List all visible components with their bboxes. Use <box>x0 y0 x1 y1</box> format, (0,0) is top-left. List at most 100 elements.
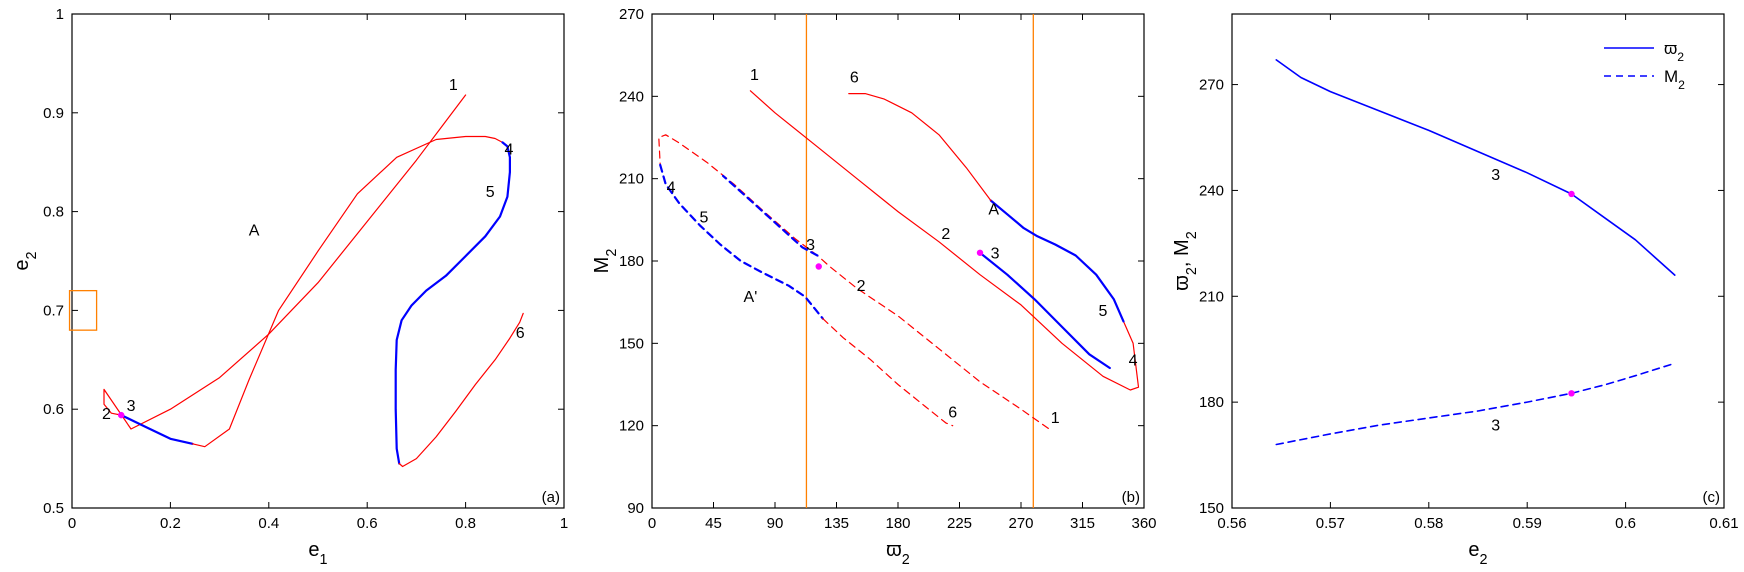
plot-frame <box>651 13 1145 509</box>
x-tick-label: 360 <box>1131 515 1156 532</box>
x-tick-label: 0.61 <box>1709 515 1738 532</box>
series-line-4 <box>658 134 1049 429</box>
y-tick-label: 0.8 <box>43 204 64 221</box>
curve-annotation: 6 <box>850 70 859 87</box>
curve-annotation: 4 <box>504 141 513 158</box>
x-tick-label: 90 <box>767 515 784 532</box>
curve-annotation: 1 <box>750 67 759 84</box>
y-tick-label: 1 <box>56 6 64 23</box>
curve-annotation: 1 <box>449 77 458 94</box>
curve-annotation: 2 <box>102 406 111 423</box>
x-tick-label: 0.56 <box>1217 515 1246 532</box>
series-line-3 <box>394 141 511 465</box>
y-tick-label: 0.5 <box>43 500 64 517</box>
point-marker <box>976 249 984 256</box>
x-tick-label: 315 <box>1070 515 1095 532</box>
y-tick-label: 210 <box>619 171 644 188</box>
curve-annotation: 2 <box>857 278 866 295</box>
series-line-6 <box>822 318 954 427</box>
y-tick-label: 210 <box>1199 288 1224 305</box>
point-marker <box>118 411 125 419</box>
y-tick-label: 0.9 <box>43 105 64 122</box>
x-tick-label: 0.8 <box>455 515 476 532</box>
x-axis-title: ϖ2 <box>886 539 910 568</box>
series-line-0 <box>103 94 467 430</box>
y-tick-label: 90 <box>627 500 644 517</box>
series-line-7 <box>722 174 819 257</box>
x-tick-label: 0 <box>68 515 76 532</box>
plot-frame <box>71 13 565 509</box>
y-tick-label: 240 <box>619 88 644 105</box>
series-line-0 <box>749 90 1140 391</box>
highlight-box <box>68 289 98 331</box>
curve-annotation: 5 <box>699 210 708 227</box>
curve-annotation: 5 <box>1099 303 1108 320</box>
curve-annotation: 3 <box>1491 167 1500 184</box>
series-line-1 <box>989 199 1125 323</box>
x-tick-label: 45 <box>705 515 722 532</box>
panel-tag-c: (c) <box>1703 489 1721 506</box>
curve-annotation: 3 <box>127 398 136 415</box>
y-tick-label: 270 <box>619 6 644 23</box>
x-tick-label: 270 <box>1008 515 1033 532</box>
curve-annotation: 3 <box>1491 417 1500 434</box>
plot-data <box>103 94 524 468</box>
x-tick-label: 135 <box>824 515 849 532</box>
x-tick-label: 0.4 <box>258 515 279 532</box>
x-tick-label: 0.2 <box>160 515 181 532</box>
legend-label: ϖ2 <box>1664 39 1684 64</box>
chart-panel-b: 0 45 90 135 180 225 270 315 36090120150180210240… <box>591 6 1157 568</box>
y-tick-label: 270 <box>1199 77 1224 94</box>
curve-annotation: 1 <box>1051 410 1060 427</box>
y-tick-label: 0.7 <box>43 302 64 319</box>
series-line-1 <box>1275 362 1676 446</box>
x-axis-title: e1 <box>308 539 327 568</box>
point-marker <box>1568 190 1575 198</box>
curve-annotation: 5 <box>486 184 495 201</box>
x-tick-label: 180 <box>885 515 910 532</box>
x-axis-title: e2 <box>1468 539 1487 568</box>
curve-annotation: 4 <box>1129 352 1138 369</box>
y-tick-label: 120 <box>619 418 644 435</box>
curve-annotation: 4 <box>667 179 676 196</box>
chart-panel-c: 0.56 0.57 0.58 0.59 0.6 0.61 150 180 210 240 270 e2… <box>1171 13 1739 568</box>
chart-panel-a: 0 0.2 0.4 0.6 0.8 1 0.5 0.6 0.7 0.8 0.9 1 e1 e2 1 A 4 5 6 2… <box>11 6 568 568</box>
plot-data <box>658 14 1140 508</box>
curve-annotation: A <box>249 222 260 239</box>
series-line-0 <box>1275 59 1676 276</box>
series-line-2 <box>191 135 504 448</box>
legend-label: M2 <box>1664 67 1685 92</box>
y-axis-title: M2 <box>591 249 620 274</box>
series-line-5 <box>659 163 824 320</box>
curve-annotation: 6 <box>948 404 957 421</box>
x-tick-label: 0.59 <box>1513 515 1542 532</box>
x-tick-label: 0 <box>648 515 656 532</box>
y-tick-label: 180 <box>1199 394 1224 411</box>
x-tick-label: 0.57 <box>1316 515 1345 532</box>
panel-tag-b: (b) <box>1122 489 1140 506</box>
y-tick-label: 240 <box>1199 182 1224 199</box>
x-tick-label: 1 <box>560 515 568 532</box>
x-tick-label: 0.6 <box>357 515 378 532</box>
x-tick-label: 0.6 <box>1615 515 1636 532</box>
panel-tag-a: (a) <box>542 489 560 506</box>
y-axis-title: e2 <box>11 251 40 270</box>
series-line-3 <box>978 251 1111 370</box>
point-marker <box>815 263 822 270</box>
x-tick-label: 0.58 <box>1414 515 1443 532</box>
curve-annotation: 6 <box>516 325 525 342</box>
y-tick-label: 0.6 <box>43 401 64 418</box>
curve-annotation: A' <box>744 289 758 306</box>
x-tick-label: 225 <box>947 515 972 532</box>
curve-annotation: A <box>988 201 999 218</box>
y-axis-title: ϖ2, M2 <box>1171 231 1200 290</box>
point-marker <box>1568 390 1575 397</box>
y-tick-label: 180 <box>619 253 644 270</box>
curve-annotation: 3 <box>991 245 1000 262</box>
series-line-2 <box>848 93 992 202</box>
y-tick-label: 150 <box>1199 500 1224 517</box>
series-line-4 <box>398 312 524 468</box>
plot-frame <box>1231 13 1725 509</box>
curve-annotation: 2 <box>941 226 950 243</box>
